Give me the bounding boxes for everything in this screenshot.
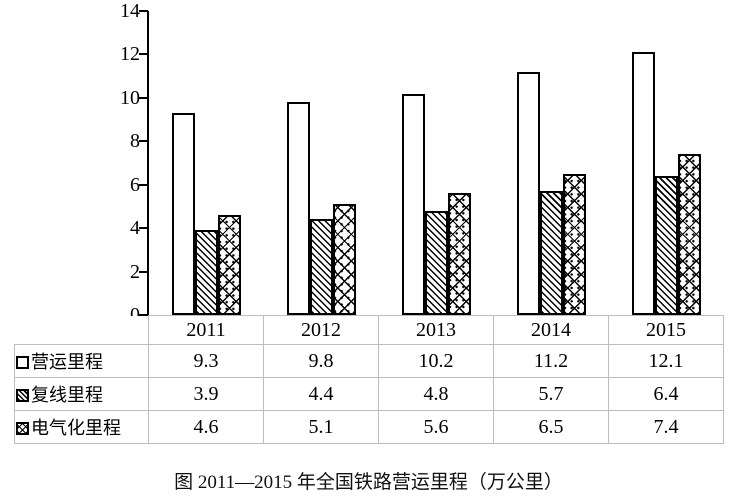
y-tick-label: 10 bbox=[120, 86, 140, 109]
y-tick-mark bbox=[139, 227, 148, 230]
year-header-cell: 2013 bbox=[378, 315, 494, 345]
legend-swatch-icon bbox=[16, 422, 29, 435]
year-header-cell: 2011 bbox=[148, 315, 264, 345]
value-cell: 5.7 bbox=[493, 377, 609, 411]
bar-营运里程-2012 bbox=[287, 102, 310, 315]
legend-swatch-icon bbox=[16, 356, 29, 369]
bar-复线里程-2011 bbox=[195, 230, 218, 315]
legend-cell: 营运里程 bbox=[14, 344, 149, 378]
y-axis-line bbox=[147, 11, 149, 315]
y-tick-mark bbox=[139, 183, 148, 186]
bar-营运里程-2015 bbox=[632, 52, 655, 315]
y-tick-label: 2 bbox=[130, 260, 140, 283]
year-header-cell: 2014 bbox=[493, 315, 609, 345]
table-row-电气化里程: 电气化里程 4.6 5.1 5.6 6.5 7.4 bbox=[14, 410, 724, 444]
bar-营运里程-2011 bbox=[172, 113, 195, 315]
data-table: 2011 2012 2013 2014 2015 营运里程 9.3 9.8 10.2 11.2 12… bbox=[14, 315, 724, 444]
table-row-复线里程: 复线里程 3.9 4.4 4.8 5.7 6.4 bbox=[14, 377, 724, 411]
table-blank-cell bbox=[14, 315, 149, 345]
y-tick-label: 14 bbox=[120, 0, 140, 22]
legend-cell: 电气化里程 bbox=[14, 410, 149, 444]
year-header-cell: 2015 bbox=[608, 315, 724, 345]
legend-label: 营运里程 bbox=[31, 352, 103, 372]
bar-电气化里程-2014 bbox=[563, 174, 586, 315]
value-cell: 4.6 bbox=[148, 410, 264, 444]
table-header-row: 2011 2012 2013 2014 2015 bbox=[14, 315, 724, 345]
value-cell: 11.2 bbox=[493, 344, 609, 378]
legend-label: 复线里程 bbox=[31, 385, 103, 405]
value-cell: 9.3 bbox=[148, 344, 264, 378]
bar-营运里程-2013 bbox=[402, 94, 425, 315]
value-cell: 4.4 bbox=[263, 377, 379, 411]
y-tick-mark bbox=[139, 314, 148, 316]
value-cell: 5.1 bbox=[263, 410, 379, 444]
y-tick-mark bbox=[139, 10, 148, 12]
legend-cell: 复线里程 bbox=[14, 377, 149, 411]
value-cell: 3.9 bbox=[148, 377, 264, 411]
bar-电气化里程-2012 bbox=[333, 204, 356, 315]
y-tick-label: 6 bbox=[130, 173, 140, 196]
y-tick-mark bbox=[139, 53, 148, 56]
year-header-cell: 2012 bbox=[263, 315, 379, 345]
bar-电气化里程-2013 bbox=[448, 193, 471, 315]
value-cell: 7.4 bbox=[608, 410, 724, 444]
legend-label: 电气化里程 bbox=[31, 418, 121, 438]
y-tick-mark bbox=[139, 140, 148, 143]
y-tick-mark bbox=[139, 270, 148, 273]
bar-营运里程-2014 bbox=[517, 72, 540, 315]
chart-caption: 图 2011—2015 年全国铁路营运里程（万公里） bbox=[174, 472, 563, 493]
value-cell: 5.6 bbox=[378, 410, 494, 444]
bar-电气化里程-2015 bbox=[678, 154, 701, 315]
y-tick-label: 4 bbox=[130, 217, 140, 240]
y-tick-label: 12 bbox=[120, 43, 140, 66]
value-cell: 12.1 bbox=[608, 344, 724, 378]
value-cell: 4.8 bbox=[378, 377, 494, 411]
legend-swatch-icon bbox=[16, 389, 29, 402]
bar-复线里程-2013 bbox=[425, 211, 448, 315]
value-cell: 6.4 bbox=[608, 377, 724, 411]
bar-复线里程-2015 bbox=[655, 176, 678, 315]
bar-电气化里程-2011 bbox=[218, 215, 241, 315]
bar-复线里程-2014 bbox=[540, 191, 563, 315]
value-cell: 9.8 bbox=[263, 344, 379, 378]
y-tick-label: 0 bbox=[70, 305, 140, 325]
value-cell: 6.5 bbox=[493, 410, 609, 444]
y-tick-mark bbox=[139, 96, 148, 99]
bar-复线里程-2012 bbox=[310, 219, 333, 315]
value-cell: 10.2 bbox=[378, 344, 494, 378]
y-tick-label: 8 bbox=[130, 130, 140, 153]
table-row-营运里程: 营运里程 9.3 9.8 10.2 11.2 12.1 bbox=[14, 344, 724, 378]
